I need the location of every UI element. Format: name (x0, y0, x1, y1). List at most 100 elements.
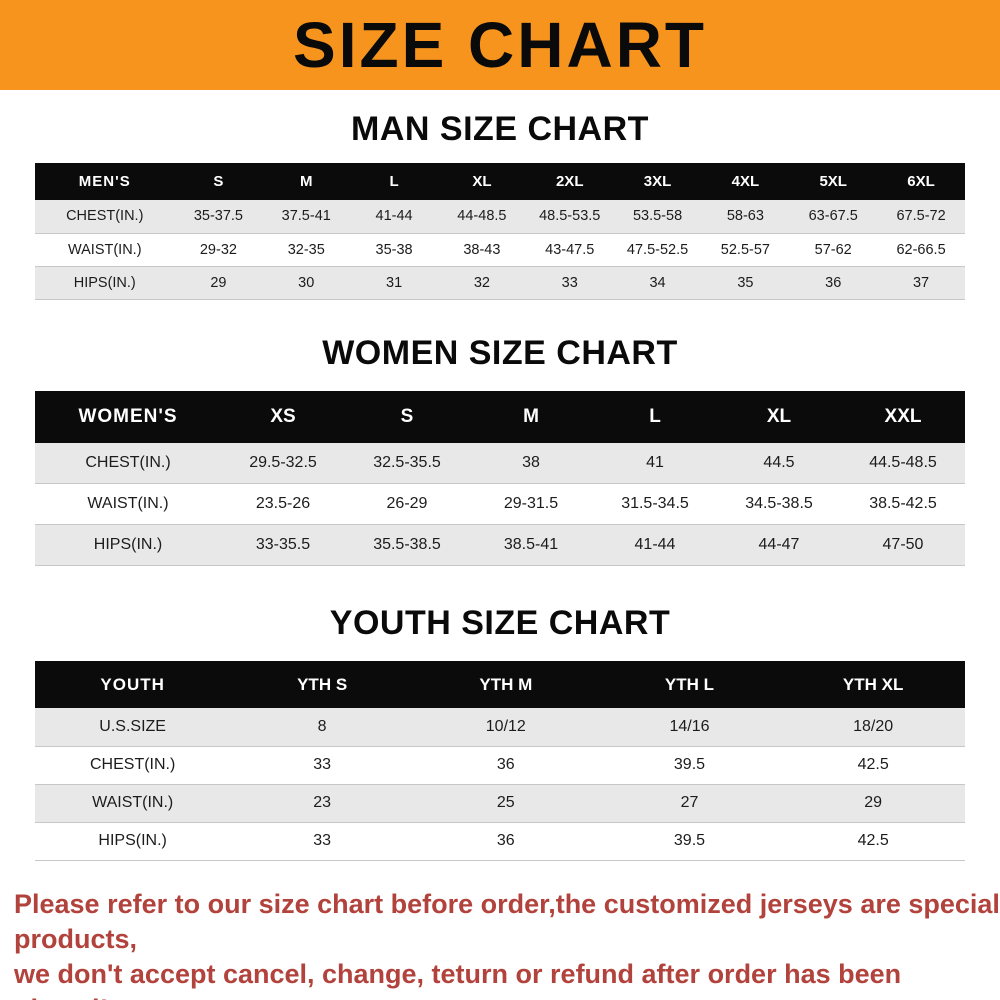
youth-size-chart-section: YOUTH SIZE CHART YOUTH YTH S YTH M YTH L YTH… (0, 604, 1000, 861)
table-row: WAIST(IN.) 29-32 32-35 35-38 38-43 43-47.5 47.… (35, 233, 965, 266)
data-cell: 29 (864, 794, 883, 811)
data-cell: 36 (825, 274, 842, 291)
data-cell: 53.5-58 (632, 208, 683, 225)
data-cell: 48.5-53.5 (539, 208, 601, 225)
row-label-cell: WAIST(IN.) (67, 241, 142, 258)
data-cell: 31.5-34.5 (621, 495, 689, 512)
footer-line: we don't accept cancel, change, teturn o… (14, 958, 902, 1000)
data-cell: 30 (298, 274, 315, 291)
column-header-cell: XL (717, 390, 841, 443)
row-label-cell: CHEST(IN.) (85, 453, 171, 471)
data-cell: 18/20 (853, 717, 894, 735)
data-cell: 44.5 (763, 453, 795, 471)
data-cell: 38-43 (463, 241, 501, 258)
row-label-cell: HIPS(IN.) (93, 536, 163, 553)
men-size-table: MEN'S S M L XL 2XL 3XL 4XL 5XL 6XL CHEST(IN.) 35-37… (35, 163, 965, 300)
data-cell: 23 (313, 794, 332, 811)
data-cell: 44.5-48.5 (869, 453, 937, 471)
column-header-cell: L (350, 163, 438, 200)
column-header-cell: M (469, 390, 593, 443)
data-cell: 29-32 (199, 241, 237, 258)
table-header-row: YOUTH YTH S YTH M YTH L YTH XL (35, 661, 965, 708)
data-cell: 29.5-32.5 (249, 453, 317, 471)
data-cell: 42.5 (857, 832, 889, 849)
data-cell: 37 (912, 274, 930, 291)
data-cell: 36 (496, 756, 515, 773)
data-cell: 57-62 (814, 241, 852, 258)
footer-line: Please refer to our size chart before or… (14, 888, 1000, 954)
column-header-cell: 6XL (877, 163, 965, 200)
data-cell: 34.5-38.5 (745, 495, 813, 512)
data-cell: 31 (386, 274, 403, 291)
table-row: CHEST(IN.) 33 36 39.5 42.5 (35, 746, 965, 784)
data-cell: 38 (522, 453, 540, 471)
data-cell: 14/16 (669, 717, 710, 735)
data-cell: 41-44 (375, 208, 413, 225)
data-cell: 27 (680, 794, 699, 811)
column-header-cell: 4XL (701, 163, 790, 200)
man-size-chart-section: MAN SIZE CHART MEN'S S M L XL 2XL 3XL 4XL 5XL 6XL… (0, 110, 1000, 300)
data-cell: 58-63 (726, 208, 764, 225)
data-cell: 39.5 (673, 832, 706, 849)
data-cell: 32.5-35.5 (373, 453, 441, 471)
table-row: CHEST(IN.) 35-37.5 37.5-41 41-44 44-48.5 48.5… (35, 200, 965, 233)
column-header-cell: 3XL (613, 163, 702, 200)
table-row: WAIST(IN.) 23 25 27 29 (35, 784, 965, 822)
column-header-cell: YTH S (230, 661, 414, 708)
women-size-table: WOMEN'S XS S M L XL XXL CHEST(IN.) 29.5-32.5 32.5… (35, 390, 965, 567)
data-cell: 29 (210, 274, 227, 291)
data-cell: 38.5-41 (503, 536, 559, 553)
column-header-cell: 5XL (789, 163, 878, 200)
column-header-cell: YTH L (597, 661, 782, 708)
data-cell: 8 (317, 717, 327, 735)
size-chart-banner: SIZE CHART (0, 0, 1000, 90)
data-cell: 35 (737, 274, 754, 291)
data-cell: 47-50 (882, 536, 924, 553)
column-header-cell: YTH XL (781, 661, 965, 708)
data-cell: 29-31.5 (503, 495, 559, 512)
column-header-cell: M (262, 163, 351, 200)
data-cell: 26-29 (386, 495, 428, 512)
data-cell: 44-48.5 (457, 208, 507, 225)
footer-note: Please refer to our size chart before or… (14, 887, 1000, 1000)
data-cell: 35.5-38.5 (373, 536, 441, 553)
table-row: U.S.SIZE 8 10/12 14/16 18/20 (35, 708, 965, 746)
row-label-cell: HIPS(IN.) (98, 832, 167, 849)
data-cell: 52.5-57 (720, 241, 770, 258)
youth-size-chart-heading: YOUTH SIZE CHART (329, 604, 671, 642)
column-header-cell: S (345, 390, 469, 443)
row-label-cell: WAIST(IN.) (92, 794, 174, 811)
data-cell: 32-35 (287, 241, 325, 258)
size-chart-title: SIZE CHART (293, 9, 707, 81)
data-cell: 35-37.5 (193, 208, 243, 225)
row-label-cell: WAIST(IN.) (87, 495, 169, 512)
data-cell: 43-47.5 (545, 241, 595, 258)
women-size-chart-heading: WOMEN SIZE CHART (322, 333, 678, 372)
row-label-cell: U.S.SIZE (99, 717, 166, 735)
table-header-row: MEN'S S M L XL 2XL 3XL 4XL 5XL 6XL (35, 163, 965, 200)
table-row: WAIST(IN.) 23.5-26 26-29 29-31.5 31.5-34.5 34… (35, 483, 965, 525)
data-cell: 23.5-26 (255, 495, 311, 512)
data-cell: 25 (496, 794, 515, 811)
column-header-cell: 2XL (525, 163, 614, 200)
row-label-cell: CHEST(IN.) (89, 756, 176, 773)
data-cell: 34 (649, 274, 666, 291)
data-cell: 47.5-52.5 (626, 241, 689, 258)
data-cell: 36 (496, 832, 515, 849)
data-cell: 10/12 (485, 717, 526, 735)
column-header-cell: YTH M (413, 661, 598, 708)
row-label-cell: CHEST(IN.) (66, 208, 144, 225)
table-corner-label: WOMEN'S (35, 390, 221, 443)
data-cell: 35-38 (375, 241, 413, 258)
table-row: HIPS(IN.) 29 30 31 32 33 34 35 36 37 (35, 266, 965, 299)
row-label-cell: HIPS(IN.) (73, 274, 136, 291)
table-corner-label: MEN'S (35, 163, 175, 200)
data-cell: 42.5 (857, 756, 889, 773)
data-cell: 63-67.5 (808, 208, 858, 225)
column-header-cell: XS (221, 390, 345, 443)
women-size-chart-section: WOMEN SIZE CHART WOMEN'S XS S M L XL XXL CHEST(… (0, 334, 1000, 567)
data-cell: 37.5-41 (281, 208, 331, 225)
data-cell: 33 (313, 832, 332, 849)
data-cell: 32 (473, 274, 490, 291)
table-corner-label: YOUTH (35, 661, 231, 708)
